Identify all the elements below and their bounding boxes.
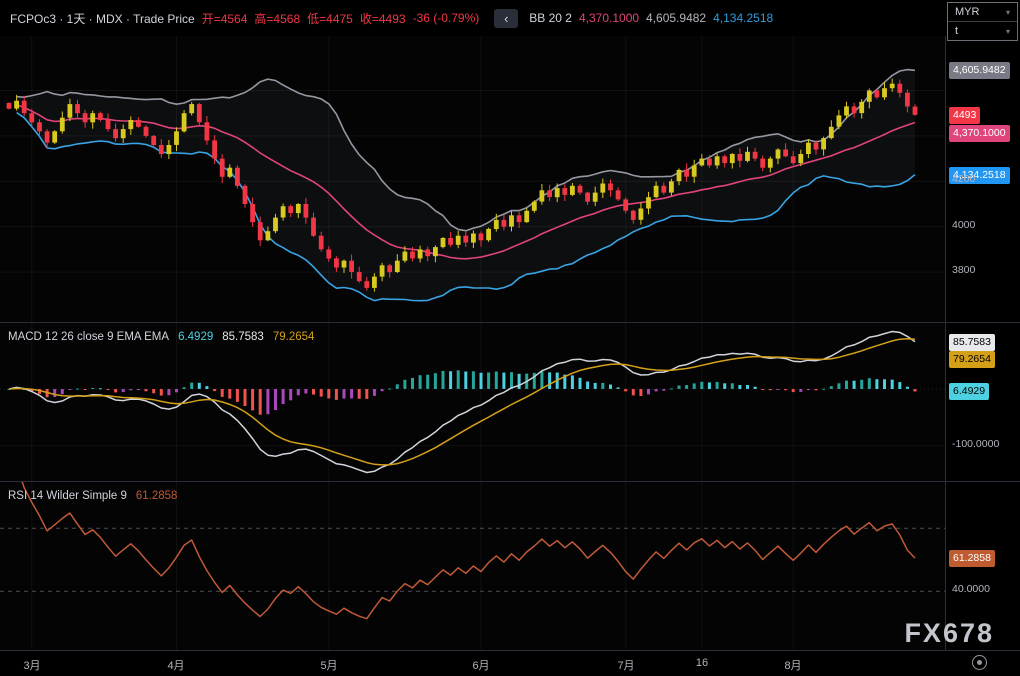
pane-divider[interactable]: [0, 322, 1020, 323]
rsi-pane-canvas[interactable]: [0, 482, 945, 650]
macd-hist-badge: 6.4929: [949, 383, 990, 400]
bb-legend-title: BB 20 2: [529, 11, 572, 25]
fx678-watermark: FX678: [904, 618, 994, 648]
chart-header: FCPOc3 · 1天 · MDX · Trade Price 开=4564 高…: [0, 0, 1020, 36]
symbol-title: FCPOc3 · 1天 · MDX · Trade Price: [10, 11, 195, 26]
scroll-to-realtime-button[interactable]: [972, 655, 987, 670]
ohlc-open: 开=4564: [201, 11, 248, 26]
price-grid-label: 4000: [952, 219, 976, 231]
macd-signal-value: 79.2654: [272, 331, 315, 343]
ohlc-low: 低=4475: [307, 11, 353, 26]
price-grid-label: 4200: [952, 173, 976, 185]
time-label: 4月: [167, 660, 185, 672]
time-label: 8月: [784, 660, 802, 672]
rsi-grid-label: 40.0000: [952, 583, 990, 595]
rsi-value-badge: 61.2858: [949, 550, 995, 567]
chevron-down-icon: ▾: [1005, 26, 1010, 36]
rsi-legend[interactable]: RSI 14 Wilder Simple 9 61.2858: [8, 490, 177, 502]
time-label: 7月: [617, 660, 635, 672]
time-label: 6月: [472, 660, 490, 672]
macd-legend-title: MACD 12 26 close 9 EMA EMA: [8, 331, 170, 343]
unit-selector[interactable]: t ▾: [948, 21, 1017, 40]
price-pane-canvas[interactable]: [0, 36, 945, 322]
bb-upper-badge: 4,605.9482: [949, 62, 1010, 79]
time-label: 3月: [23, 660, 41, 672]
bb-middle-badge: 4,370.1000: [949, 125, 1010, 142]
macd-line-value: 85.7583: [222, 331, 264, 343]
time-scale-axis[interactable]: 3月 4月 5月 6月 7月 16 8月: [0, 650, 1020, 676]
currency-selector[interactable]: MYR ▾: [948, 3, 1017, 21]
bb-lower-badge: 4,134.2518: [949, 167, 1010, 184]
unit-label: t: [955, 25, 959, 37]
collapse-legend-button[interactable]: ‹: [494, 8, 519, 28]
macd-grid-label: -100.0000: [952, 438, 1000, 450]
bb-lower-value: 4,134.2518: [713, 11, 774, 25]
ohlc-close: 收=4493: [359, 11, 406, 26]
currency-label: MYR: [955, 6, 980, 18]
axis-unit-panel: MYR ▾ t ▾: [947, 2, 1018, 41]
pane-divider[interactable]: [0, 481, 1020, 482]
circle-target-icon: [977, 660, 982, 665]
time-label: 16: [695, 657, 709, 669]
ohlc-high: 高=4568: [254, 11, 301, 26]
macd-legend[interactable]: MACD 12 26 close 9 EMA EMA 6.4929 85.758…: [8, 331, 314, 343]
macd-pane-canvas[interactable]: [0, 323, 945, 481]
price-grid-label: 3800: [952, 264, 976, 276]
rsi-legend-title: RSI 14 Wilder Simple 9: [8, 490, 127, 502]
ohlc-change: -36 (-0.79%): [412, 11, 480, 25]
chevron-down-icon: ▾: [1005, 7, 1010, 17]
time-label: 5月: [320, 660, 338, 672]
rsi-value: 61.2858: [135, 490, 178, 502]
macd-hist-value: 6.4929: [178, 331, 214, 343]
price-scale-axis[interactable]: 4,605.9482 4493 4,370.1000 4,134.2518 42…: [945, 36, 1020, 650]
bb-upper-value: 4,605.9482: [646, 11, 707, 25]
macd-line-badge: 85.7583: [949, 334, 995, 351]
macd-signal-badge: 79.2654: [949, 351, 995, 368]
chevron-left-icon: ‹: [504, 10, 509, 26]
bb-middle-value: 4,370.1000: [578, 11, 640, 25]
last-price-badge: 4493: [949, 107, 981, 124]
